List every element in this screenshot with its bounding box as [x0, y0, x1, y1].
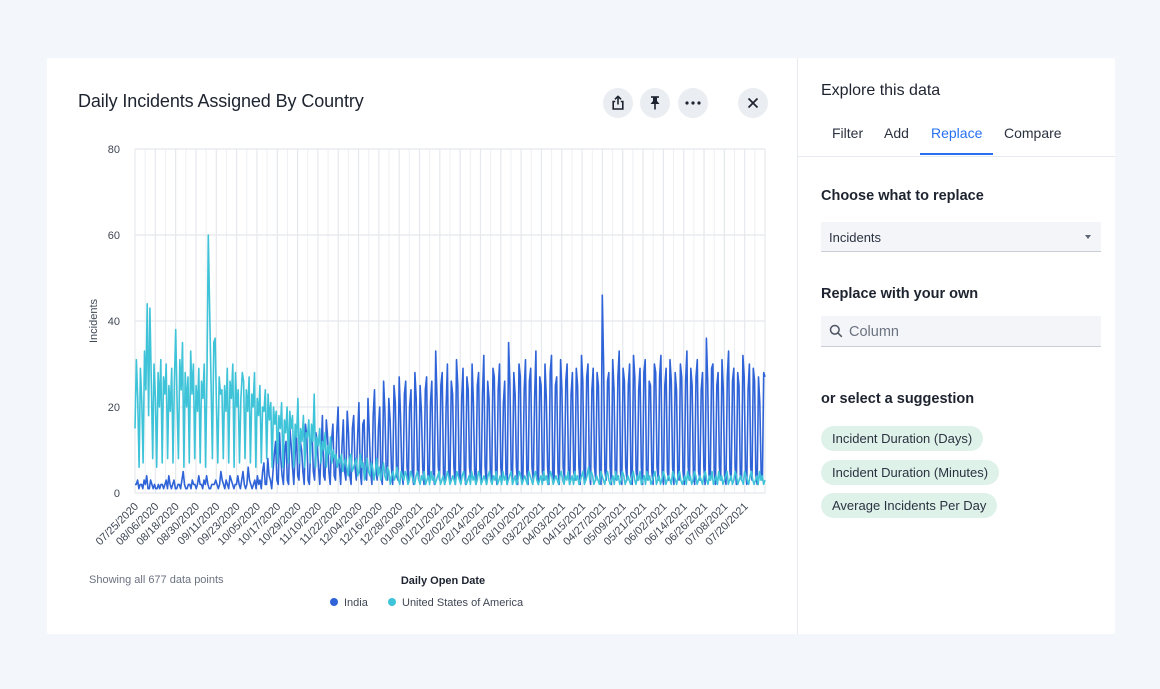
legend-marker	[388, 598, 396, 606]
explore-card: Daily Incidents Assigned By Country	[47, 58, 1115, 634]
close-button[interactable]	[738, 88, 768, 118]
search-icon	[829, 324, 843, 338]
active-tab-indicator	[920, 153, 993, 155]
more-icon	[685, 101, 701, 105]
share-button[interactable]	[603, 88, 633, 118]
legend-label: India	[344, 597, 369, 609]
side-panel-title: Explore this data	[821, 82, 941, 99]
replace-own-label: Replace with your own	[821, 286, 979, 302]
tab-replace[interactable]: Replace	[931, 125, 983, 141]
replace-select[interactable]: Incidents	[821, 222, 1101, 252]
suggestion-chip-average[interactable]: Average Incidents Per Day	[821, 493, 998, 518]
pin-icon	[650, 96, 660, 110]
data-points-note: Showing all 677 data points	[89, 574, 224, 586]
y-tick-label: 60	[108, 230, 120, 242]
legend-marker	[330, 598, 338, 606]
more-options-button[interactable]	[678, 88, 708, 118]
series-line-1	[134, 234, 766, 486]
tab-compare[interactable]: Compare	[1004, 125, 1062, 141]
x-axis-label: Daily Open Date	[401, 575, 485, 587]
tab-filter[interactable]: Filter	[832, 125, 864, 141]
suggestion-chip-days[interactable]: Incident Duration (Days)	[821, 426, 984, 451]
y-tick-label: 40	[108, 316, 120, 328]
y-tick-label: 20	[108, 402, 120, 414]
chevron-down-icon	[1085, 235, 1091, 239]
panel-divider	[797, 58, 798, 634]
column-search-input[interactable]	[847, 316, 1091, 347]
close-icon	[747, 97, 759, 109]
pin-button[interactable]	[640, 88, 670, 118]
share-icon	[612, 95, 624, 110]
explore-tabs: Filter Add Replace Compare	[798, 120, 1115, 157]
tab-add[interactable]: Add	[884, 125, 909, 141]
y-tick-label: 80	[108, 144, 120, 156]
chart-panel: Daily Incidents Assigned By Country	[47, 58, 798, 634]
legend-label: United States of America	[402, 597, 524, 609]
y-axis-label: Incidents	[88, 298, 100, 343]
line-chart: 020406080Incidents07/25/202008/06/202008…	[88, 144, 766, 609]
chart-title: Daily Incidents Assigned By Country	[78, 91, 364, 111]
column-search	[821, 316, 1101, 347]
replace-select-value: Incidents	[829, 230, 882, 245]
suggestion-label: or select a suggestion	[821, 391, 975, 407]
y-tick-label: 0	[114, 488, 120, 500]
choose-replace-label: Choose what to replace	[821, 188, 984, 204]
suggestion-chip-minutes[interactable]: Incident Duration (Minutes)	[821, 460, 1000, 485]
explore-side-panel: Explore this data Filter Add Replace Com…	[798, 58, 1115, 634]
